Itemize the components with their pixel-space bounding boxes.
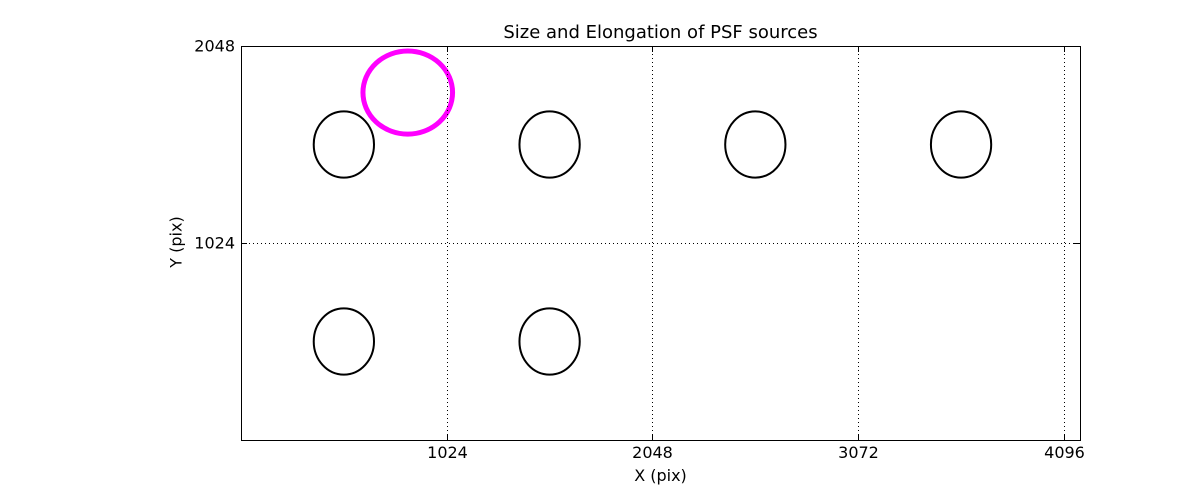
chart-title: Size and Elongation of PSF sources xyxy=(503,22,818,43)
x-tick-label: 2048 xyxy=(632,443,673,462)
x-axis-label: X (pix) xyxy=(634,466,687,485)
psf-source-ellipse xyxy=(518,307,581,376)
x-tick-label: 1024 xyxy=(427,443,468,462)
x-tick-label: 4096 xyxy=(1044,443,1085,462)
axes-frame xyxy=(241,46,1081,441)
psf-source-ellipse xyxy=(724,110,787,179)
psf-source-ellipse xyxy=(929,110,993,179)
flagged-source-ellipse xyxy=(360,48,456,137)
psf-source-ellipse xyxy=(312,110,376,179)
y-axis-label: Y (pix) xyxy=(166,216,186,268)
psf-source-ellipse xyxy=(312,307,376,376)
x-tick-label: 3072 xyxy=(838,443,879,462)
y-tick-label: 2048 xyxy=(194,37,235,56)
y-tick-label: 1024 xyxy=(194,234,235,253)
psf-source-ellipse xyxy=(518,110,581,179)
